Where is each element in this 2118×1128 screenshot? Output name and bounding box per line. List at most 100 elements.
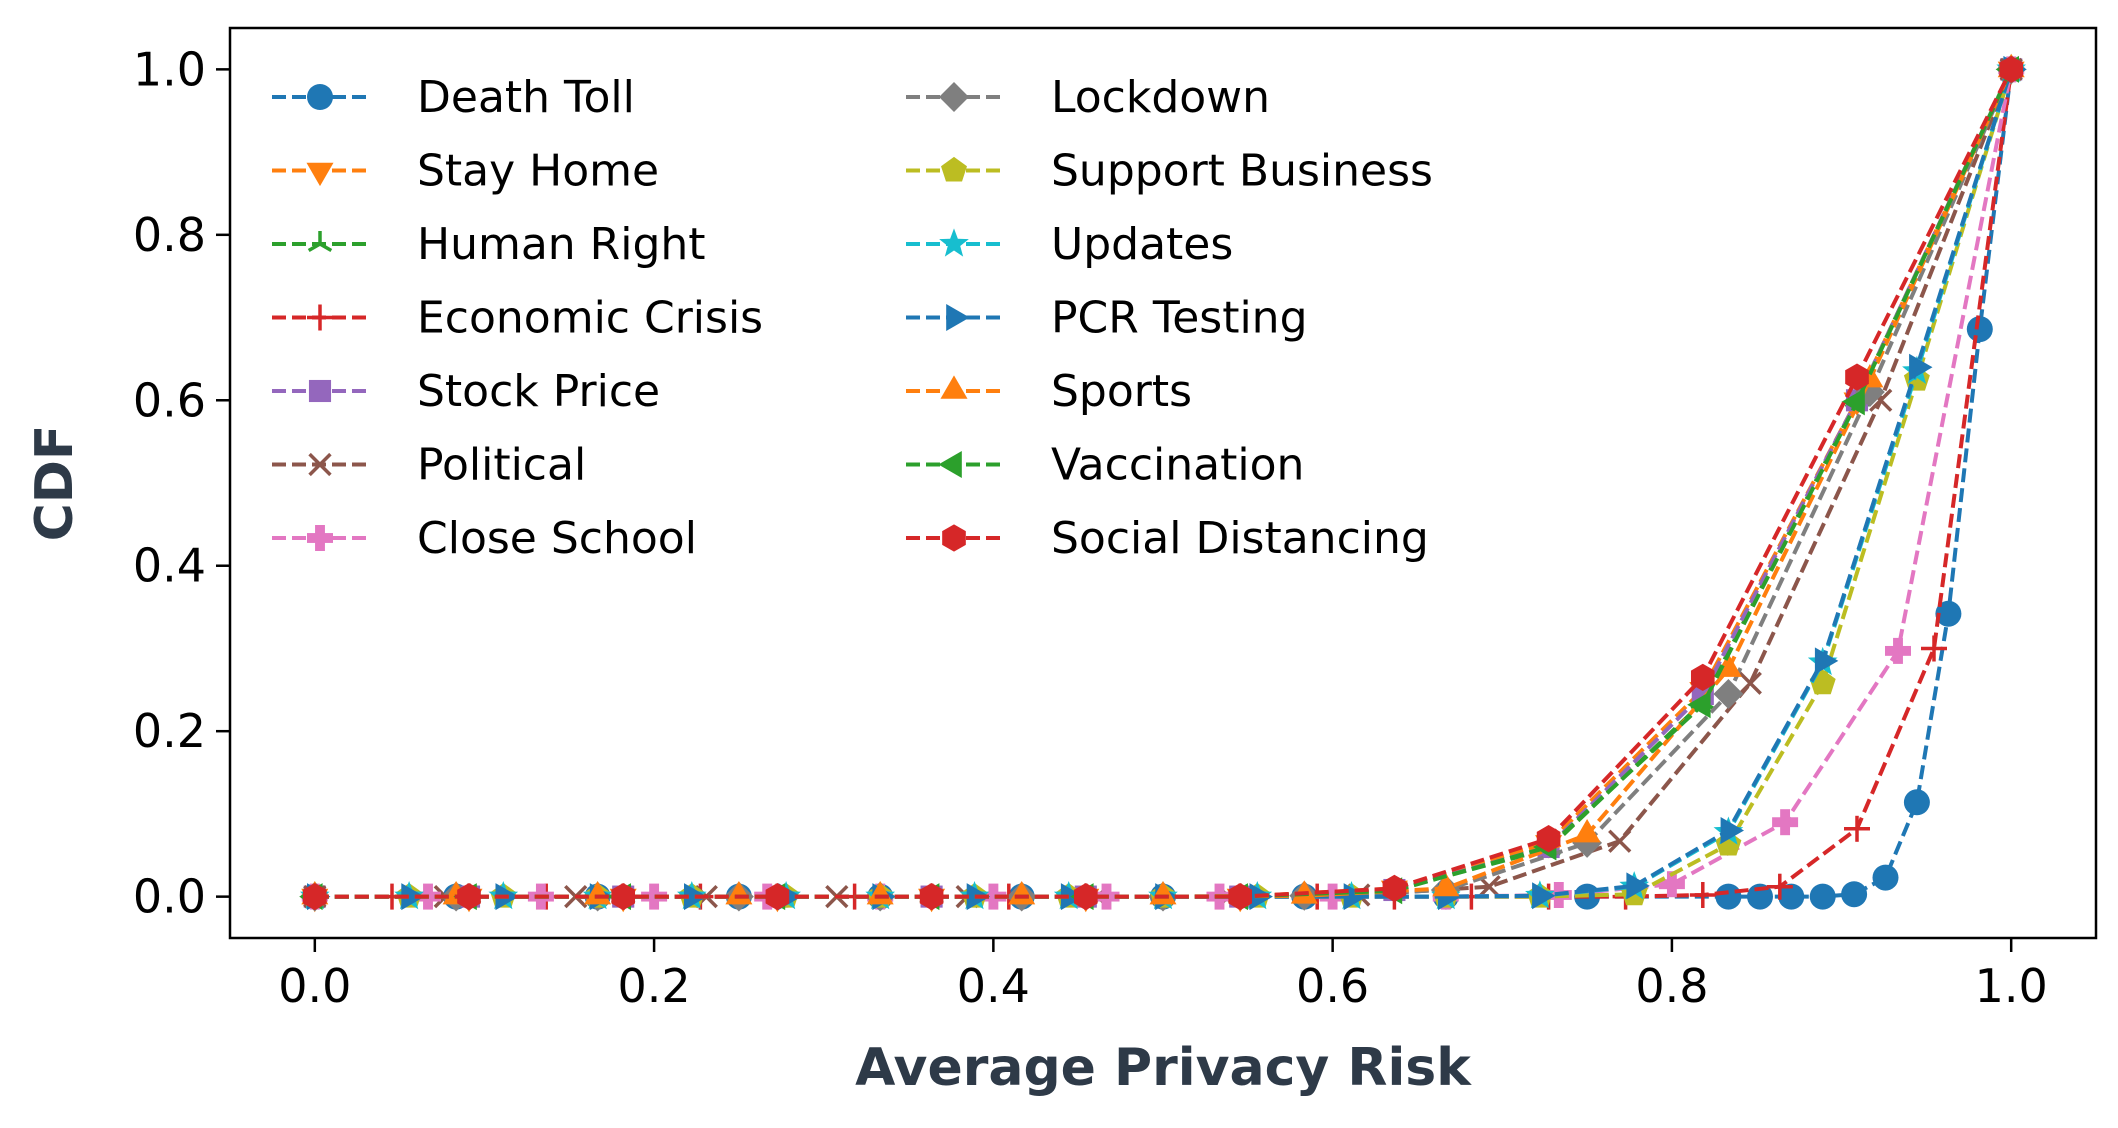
legend-marker	[942, 524, 966, 552]
legend-label: Support Business	[1051, 146, 1433, 197]
legend-label: Economic Crisis	[417, 293, 763, 344]
data-point-social-distancing	[765, 882, 790, 911]
x-tick-label: 0.6	[1296, 959, 1369, 1013]
legend-label: Political	[417, 440, 586, 491]
legend-label: Social Distancing	[1051, 513, 1429, 564]
legend-label: Updates	[1051, 219, 1233, 270]
data-point-social-distancing	[302, 882, 327, 911]
data-point-pcr-testing	[1720, 816, 1744, 845]
legend-label: PCR Testing	[1051, 293, 1308, 344]
series-layer	[299, 53, 2027, 913]
data-point-social-distancing	[1999, 55, 2024, 84]
data-point-pcr-testing	[1909, 353, 1933, 381]
data-point-social-distancing	[1690, 663, 1715, 692]
data-point-social-distancing	[1073, 882, 1098, 911]
data-point-death-toll	[1872, 864, 1899, 891]
data-point-pcr-testing	[401, 883, 425, 911]
legend-label: Stay Home	[417, 146, 659, 197]
x-axis-title: Average Privacy Risk	[855, 1038, 1472, 1098]
y-tick-label: 0.6	[133, 373, 206, 427]
data-point-social-distancing	[1382, 874, 1407, 903]
data-point-close-school	[641, 883, 668, 910]
data-point-death-toll	[1841, 881, 1868, 908]
legend-marker	[938, 450, 962, 479]
data-point-sports	[1573, 819, 1601, 843]
data-point-death-toll	[1778, 883, 1805, 910]
data-point-economic-crisis	[1921, 635, 1947, 662]
legend-marker	[307, 525, 333, 551]
data-point-close-school	[980, 883, 1007, 910]
data-point-death-toll	[1935, 600, 1962, 627]
data-point-political	[1608, 829, 1632, 853]
data-point-pcr-testing	[1532, 882, 1556, 910]
legend-item-lockdown: Lockdown	[906, 72, 1270, 123]
legend-item-stock-price: Stock Price	[272, 366, 660, 417]
data-point-death-toll	[1809, 883, 1836, 910]
data-point-close-school	[1772, 809, 1799, 836]
data-point-social-distancing	[1228, 882, 1253, 911]
data-point-social-distancing	[1536, 825, 1561, 853]
series-social-distancing	[302, 55, 2024, 911]
legend-marker	[306, 162, 334, 187]
legend-marker	[308, 452, 332, 477]
data-point-death-toll	[1715, 883, 1742, 910]
data-point-political	[1738, 671, 1762, 695]
x-tick-label: 0.8	[1635, 959, 1708, 1013]
legend-marker	[946, 303, 970, 332]
data-point-social-distancing	[457, 882, 481, 911]
x-tick-label: 1.0	[1975, 959, 2048, 1013]
data-point-vaccination	[1687, 691, 1711, 719]
legend-item-sports: Sports	[906, 366, 1192, 417]
legend-marker	[307, 304, 333, 331]
legend-marker	[941, 156, 967, 182]
data-point-social-distancing	[611, 882, 636, 911]
x-tick-label: 0.2	[618, 959, 691, 1013]
legend-marker	[939, 82, 969, 112]
data-point-close-school	[1319, 883, 1346, 910]
y-tick-label: 0.4	[133, 539, 206, 593]
y-tick-label: 0.8	[133, 208, 206, 262]
data-point-death-toll	[1966, 316, 1993, 343]
legend-item-human-right: Human Right	[272, 219, 706, 270]
axes-layer: 0.0 0.2 0.4 0.6 0.8 1.0 0.0 0.2 0.4 0.6 0.8 1.0	[133, 42, 2048, 1013]
data-point-sports	[1432, 872, 1460, 897]
data-point-pcr-testing	[1626, 872, 1650, 900]
legend-label: Sports	[1051, 366, 1192, 417]
plot-frame	[228, 26, 2098, 940]
data-point-economic-crisis	[1689, 882, 1716, 908]
x-tick-label: 0.0	[278, 959, 351, 1013]
y-tick-label: 0.0	[133, 870, 206, 924]
y-tick-label: 1.0	[133, 42, 206, 96]
legend-label: Lockdown	[1051, 72, 1270, 123]
legend-label: Close School	[417, 513, 697, 564]
data-point-lockdown	[1713, 679, 1744, 709]
legend-item-economic-crisis: Economic Crisis	[272, 293, 763, 344]
data-point-economic-crisis	[1844, 815, 1870, 842]
legend-item-stay-home: Stay Home	[272, 146, 659, 197]
data-point-pcr-testing	[1814, 647, 1839, 675]
legend-marker	[939, 228, 969, 257]
legend-item-updates: Updates	[906, 219, 1233, 270]
data-point-social-distancing	[1845, 363, 1869, 391]
legend-item-social-distancing: Social Distancing	[906, 513, 1429, 564]
legend: Death Toll Stay Home Human Right Economic C…	[272, 72, 1433, 564]
legend-label: Human Right	[417, 219, 706, 270]
data-point-close-school	[1885, 637, 1911, 664]
data-point-pcr-testing	[1343, 883, 1368, 911]
legend-item-pcr-testing: PCR Testing	[906, 293, 1308, 344]
series-line-social-distancing	[314, 68, 2013, 899]
x-tick-label: 0.4	[957, 959, 1030, 1013]
data-point-economic-crisis	[1766, 873, 1793, 900]
legend-item-political: Political	[272, 440, 586, 491]
legend-label: Stock Price	[417, 366, 660, 417]
legend-item-support-business: Support Business	[906, 146, 1433, 197]
data-point-close-school	[1658, 871, 1685, 898]
legend-label: Death Toll	[417, 72, 635, 123]
legend-item-vaccination: Vaccination	[906, 440, 1304, 491]
legend-marker	[307, 231, 333, 253]
y-axis-title: CDF	[25, 425, 85, 542]
legend-label: Vaccination	[1051, 440, 1304, 491]
data-point-social-distancing	[919, 882, 944, 911]
